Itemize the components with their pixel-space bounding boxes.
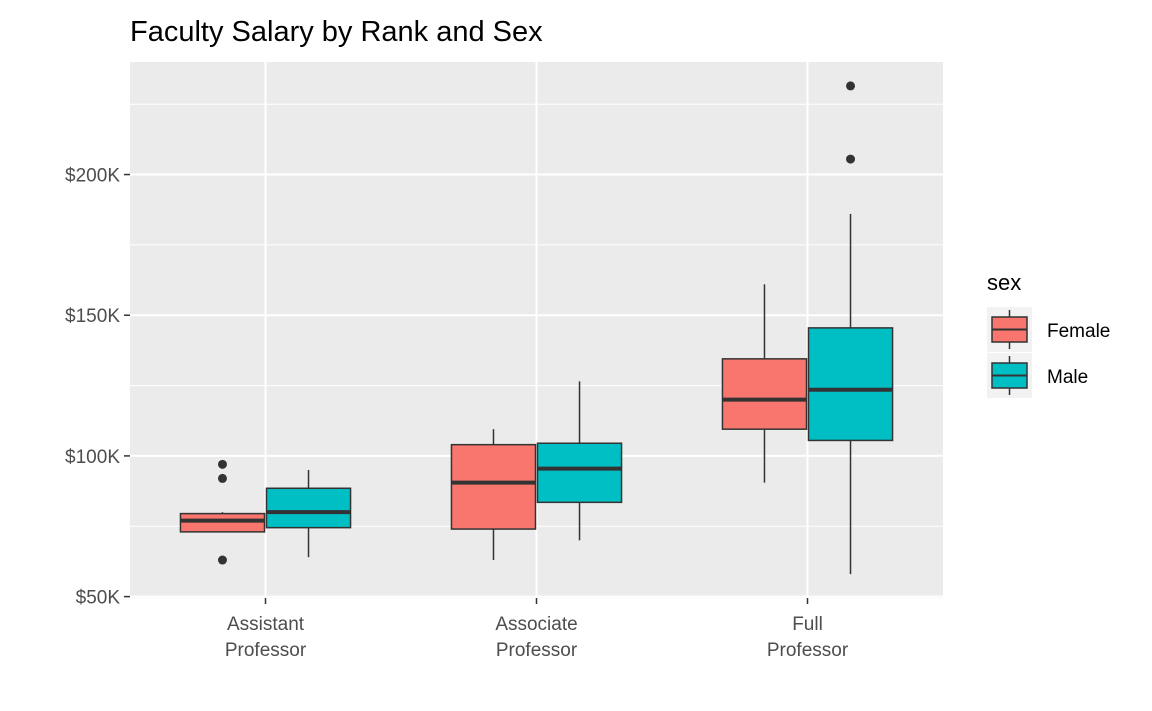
box-body	[450, 443, 537, 530]
outlier-point	[217, 555, 227, 565]
box-female	[721, 284, 808, 483]
legend-title: sex	[987, 270, 1021, 295]
box-body	[807, 327, 894, 442]
legend-key-female	[987, 307, 1032, 352]
grid-lines	[130, 62, 943, 598]
box-female	[179, 459, 266, 565]
x-tick-label: Associate Professor	[495, 614, 578, 661]
x-axis: Assistant Professor Associate Professor Full…	[225, 598, 849, 661]
x-tick-label: Full Professor	[767, 614, 849, 661]
box-body	[721, 358, 808, 430]
legend-label: Male	[1047, 367, 1088, 388]
legend-key-male	[987, 353, 1032, 398]
chart-title: Faculty Salary by Rank and Sex	[130, 16, 543, 48]
box-series	[179, 81, 894, 575]
legend-label: Female	[1047, 321, 1110, 342]
y-axis: $50K $100K $150K $200K	[65, 166, 130, 609]
outlier-point	[217, 459, 227, 469]
y-tick-label: $200K	[65, 166, 120, 187]
y-tick-label: $150K	[65, 306, 120, 327]
legend: sex Female Male	[987, 270, 1110, 398]
box-body	[179, 512, 266, 533]
outlier-point	[217, 473, 227, 483]
box-male	[265, 469, 352, 558]
y-tick-label: $50K	[76, 588, 121, 609]
box-female	[450, 429, 537, 561]
outlier-point	[846, 81, 856, 91]
y-tick-label: $100K	[65, 447, 120, 468]
box-male	[807, 81, 894, 575]
outlier-point	[846, 154, 856, 164]
box-body	[536, 442, 623, 504]
x-tick-label: Assistant Professor	[225, 614, 307, 661]
box-male	[536, 381, 623, 541]
box-body	[265, 487, 352, 529]
